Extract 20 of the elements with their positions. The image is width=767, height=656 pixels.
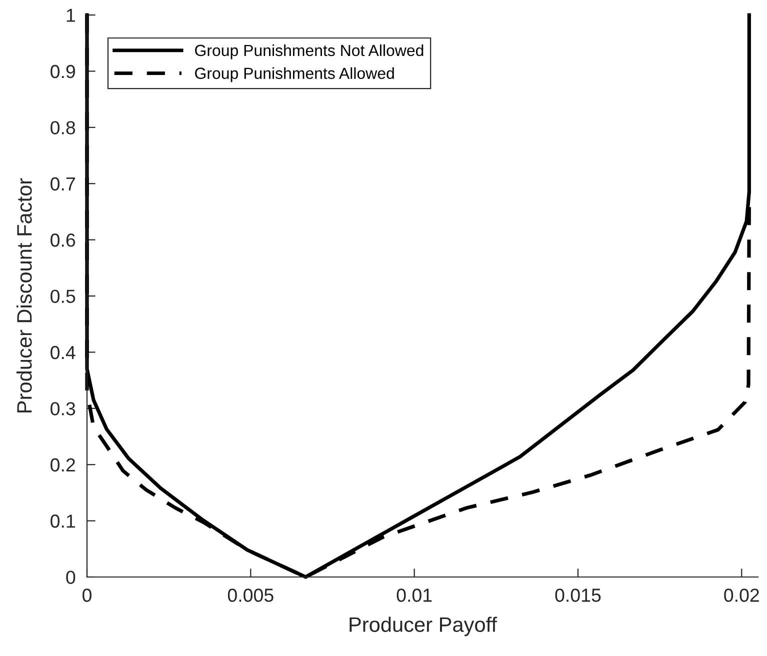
x-tick-label: 0.005 [228, 588, 274, 602]
x-tick-label: 0.02 [724, 588, 759, 602]
legend-label: Group Punishments Allowed [195, 67, 394, 82]
y-tick-label: 0.2 [50, 458, 75, 472]
x-tick-label: 0.01 [396, 588, 432, 602]
y-tick-label: 0.7 [50, 177, 75, 191]
y-tick-label: 0.9 [50, 64, 76, 78]
y-tick-label: 0.6 [50, 234, 76, 247]
y-tick-label: 0.3 [50, 402, 76, 416]
y-tick-label: 0.4 [50, 346, 76, 360]
x-axis-title: Producer Payoff [350, 616, 498, 636]
y-axis-title: Producer Discount Factor [16, 178, 32, 412]
y-tick-label: 0.1 [50, 514, 75, 528]
y-tick-label: 1 [66, 8, 75, 22]
x-tick-label: 0.015 [555, 588, 601, 602]
x-tick-label: 0 [82, 588, 92, 602]
y-tick-label: 0.8 [50, 121, 76, 134]
legend-label: Group Punishments Not Allowed [195, 44, 424, 60]
y-tick-label: 0 [66, 570, 76, 584]
y-tick-label: 0.5 [50, 290, 76, 303]
